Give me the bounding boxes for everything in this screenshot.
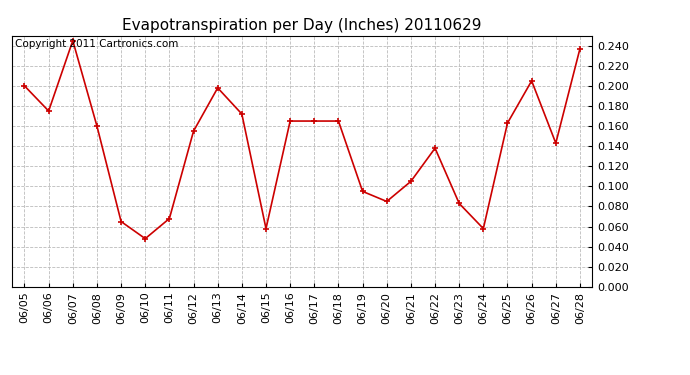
Text: Copyright 2011 Cartronics.com: Copyright 2011 Cartronics.com (15, 39, 179, 50)
Title: Evapotranspiration per Day (Inches) 20110629: Evapotranspiration per Day (Inches) 2011… (122, 18, 482, 33)
